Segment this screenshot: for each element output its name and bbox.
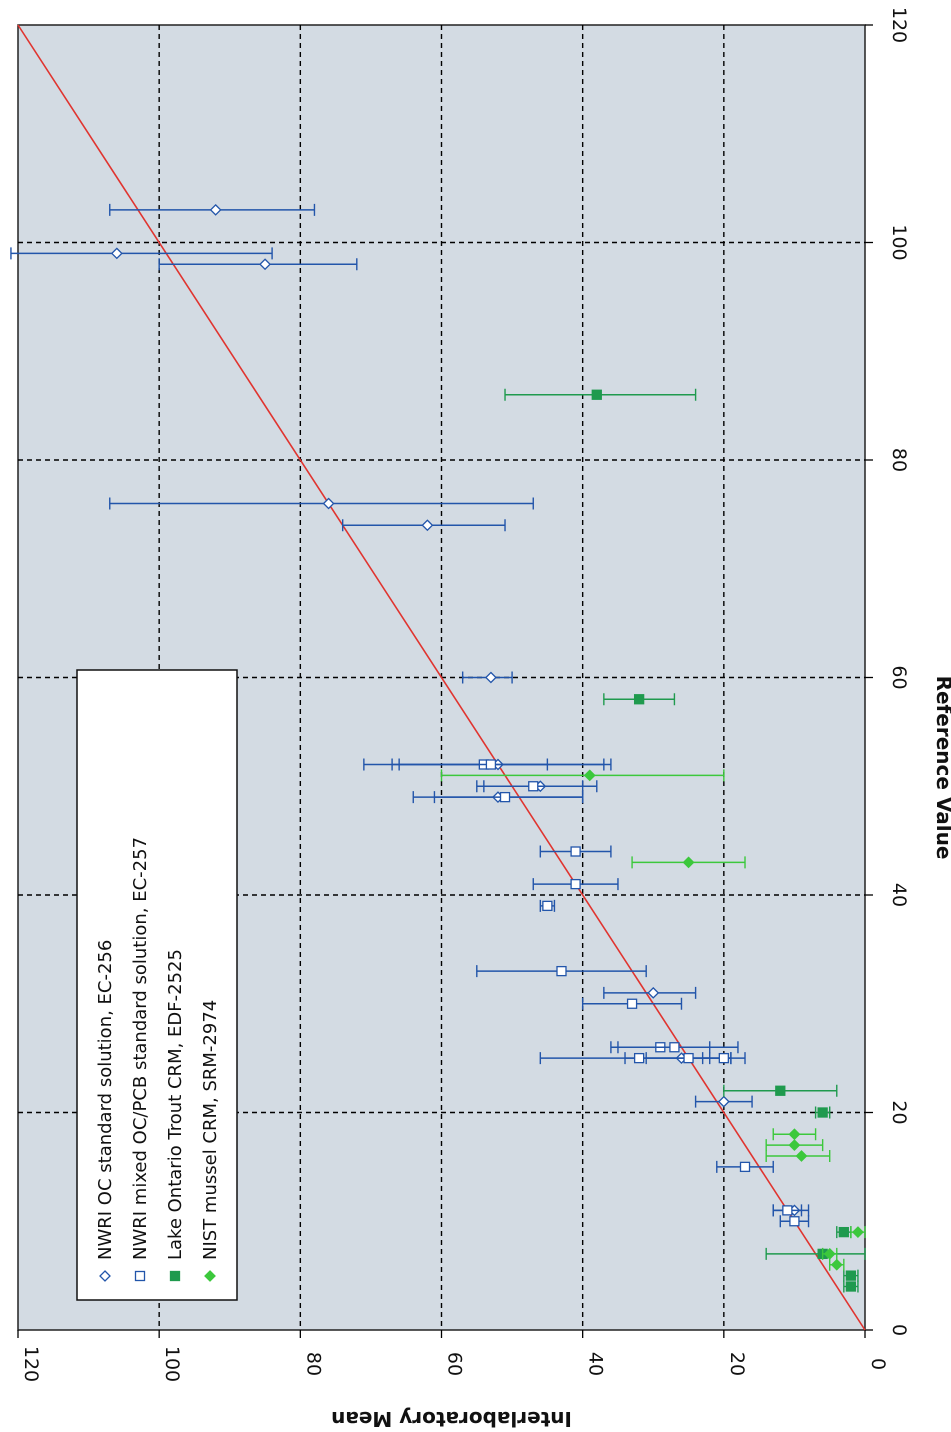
- x-tick-label: 100: [888, 224, 910, 260]
- x-tick-label: 20: [888, 1100, 910, 1124]
- x-axis-title: Reference Value: [932, 676, 951, 860]
- data-point: [591, 389, 602, 400]
- legend-box: [76, 669, 238, 1301]
- data-point: [633, 1052, 645, 1064]
- data-point: [739, 1161, 751, 1173]
- data-point: [717, 1095, 730, 1108]
- legend-marker: [204, 1270, 216, 1282]
- x-tick-label: 60: [888, 665, 910, 689]
- legend-label: NWRI OC standard solution, EC-256: [95, 940, 116, 1260]
- data-point: [647, 986, 660, 999]
- y-tick-label: 60: [444, 1352, 466, 1376]
- data-point: [583, 769, 596, 782]
- data-point: [633, 694, 645, 705]
- reference-line: [17, 24, 866, 1331]
- data-point: [817, 1107, 828, 1118]
- series-4: [440, 769, 866, 1271]
- data-point: [499, 791, 511, 803]
- legend-label: Lake Ontario Trout CRM, EDF-2525: [165, 949, 186, 1260]
- legend-marker: [99, 1270, 111, 1282]
- data-point: [845, 1270, 857, 1281]
- data-point: [782, 1205, 793, 1216]
- data-point: [852, 1226, 864, 1239]
- y-tick-label: 40: [585, 1352, 607, 1376]
- data-point: [830, 1258, 843, 1271]
- data-point: [570, 846, 581, 857]
- axes: 0 20 40 60 80 100 120 0 20 40 60 80 100 120: [17, 7, 910, 1382]
- data-point: [528, 781, 539, 792]
- data-point: [421, 519, 434, 532]
- data-point: [209, 203, 222, 216]
- data-point: [788, 1139, 801, 1152]
- data-point: [484, 671, 497, 684]
- data-point: [485, 759, 497, 770]
- data-point: [669, 1042, 680, 1053]
- y-tick-label: 80: [302, 1352, 324, 1376]
- data-point: [542, 900, 553, 912]
- data-point: [626, 998, 638, 1009]
- data-point: [775, 1085, 786, 1096]
- x-tick-label: 120: [888, 7, 910, 43]
- series-3: [504, 388, 866, 1293]
- data-point: [838, 1226, 849, 1238]
- y-tick-label: 120: [20, 1346, 42, 1382]
- legend: NWRI OC standard solution, EC-256 NWRI mi…: [76, 669, 238, 1301]
- data-point: [259, 258, 271, 271]
- legend-label: NWRI mixed OC/PCB standard solution, EC-…: [130, 837, 151, 1260]
- data-point: [570, 878, 581, 890]
- series-2: [363, 758, 810, 1228]
- x-tick-label: 80: [888, 448, 910, 472]
- x-tick-label: 0: [888, 1324, 910, 1336]
- y-tick-label: 20: [726, 1352, 748, 1376]
- y-axis-title: Interlaboratory Mean: [331, 1407, 572, 1431]
- data-point: [789, 1216, 800, 1227]
- data-point: [683, 1052, 694, 1064]
- data-series: [10, 203, 866, 1293]
- data-point: [556, 965, 567, 977]
- grid-lines: [18, 25, 865, 1330]
- data-point: [795, 1150, 808, 1162]
- legend-marker: [134, 1270, 146, 1282]
- data-point: [322, 497, 335, 510]
- y-tick-label: 0: [867, 1358, 889, 1370]
- data-point: [110, 247, 123, 260]
- legend-label: NIST mussel CRM, SRM-2974: [200, 1000, 221, 1260]
- data-point: [682, 856, 695, 869]
- x-tick-label: 40: [888, 883, 910, 907]
- data-point: [845, 1281, 857, 1292]
- legend-marker: [169, 1270, 181, 1282]
- data-point: [718, 1052, 729, 1064]
- y-tick-label: 100: [161, 1346, 183, 1382]
